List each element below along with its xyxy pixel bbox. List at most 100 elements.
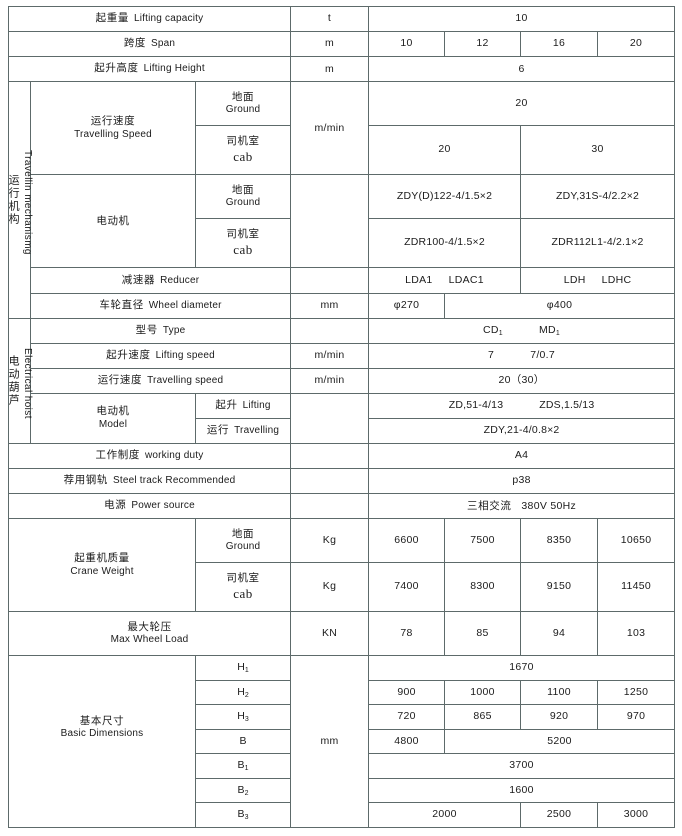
value-max-wheel-load-1: 78 <box>368 611 446 657</box>
table-row-hoist-lifting-speed: 起升速度 Lifting speed m/min 7 7/0.7 <box>9 342 676 369</box>
table-row-lifting-height: 起升高度 Lifting Height m 6 <box>7 56 676 83</box>
table-row-lifting-capacity: 起重量 Lifting capacity t 10 <box>7 5 676 33</box>
value-dimension-h2-4: 1250 <box>597 679 676 706</box>
value-dimension-h3-1: 720 <box>368 704 446 730</box>
value-crane-weight-cab-2: 8300 <box>444 562 522 613</box>
dimension-label-h3: H3 <box>194 704 292 730</box>
value-max-wheel-load-2: 85 <box>444 611 522 657</box>
table-row-crane-weight-cab: 司机室 cab Kg 7400 8300 9150 11450 <box>9 562 676 613</box>
value-motor-ground-2: ZDY,31S-4/2.2×2 <box>520 174 676 220</box>
value-dimension-h2-1: 900 <box>368 679 446 706</box>
value-hoist-motor-travelling: ZDY,21-4/0.8×2 <box>368 417 676 445</box>
value-dimension-b3-1: 2000 <box>368 802 522 828</box>
value-max-wheel-load-4: 103 <box>597 611 676 657</box>
value-hoist-motor-lifting: ZD,51-4/13 ZDS,1.5/13 <box>368 392 676 419</box>
value-reducer-group-1: LDA1 LDAC1 <box>368 267 522 294</box>
table-row-travelling-speed-cab: 司机室 cab 20 30 <box>9 124 676 176</box>
value-motor-ground-1: ZDY(D)122-4/1.5×2 <box>368 174 522 220</box>
table-row-motor-cab: 司机室 cab ZDR100-4/1.5×2 ZDR112L1-4/2.1×2 <box>9 218 676 269</box>
crane-specification-table: 起重量 Lifting capacity t 10 跨度 Span m 10 12 … <box>7 5 676 828</box>
value-dimension-h3-3: 920 <box>520 704 599 730</box>
sublabel-motor-ground: 地面 Ground <box>194 174 292 220</box>
sublabel-hoist-motor-lifting: 起升 Lifting <box>194 392 292 419</box>
sublabel-crane-weight-ground: 地面 Ground <box>194 518 292 564</box>
dimension-label-h1: H1 <box>194 655 292 681</box>
table-row-hoist-type: 电动葫芦 Electrical hoist 型号 Type CD1 MD1 <box>7 317 676 445</box>
value-dimension-b3-3: 3000 <box>597 802 676 828</box>
unit-max-wheel-load: KN <box>290 611 370 657</box>
unit-hoist-motor <box>290 392 370 445</box>
value-dimension-b-1: 4800 <box>368 728 446 755</box>
table-row-reducer: 减速器 Reducer LDA1 LDAC1 LDH LDHC <box>9 267 676 294</box>
row-label-travelling-speed: 运行速度 Travelling Speed <box>30 81 196 176</box>
table-row-dimension-b1: B1 3700 <box>9 753 676 779</box>
row-label-motor: 电动机 <box>30 174 196 269</box>
value-span-1: 10 <box>368 31 446 58</box>
value-motor-cab-2: ZDR112L1-4/2.1×2 <box>520 218 676 269</box>
unit-power-source <box>290 493 370 520</box>
value-dimension-h1: 1670 <box>368 655 676 681</box>
dimension-label-b2: B2 <box>194 777 292 804</box>
value-travelling-speed-ground: 20 <box>368 81 676 126</box>
dimension-label-h2: H2 <box>194 679 292 706</box>
value-crane-weight-ground-2: 7500 <box>444 518 522 564</box>
row-label-steel-track: 荐用钢轨 Steel track Recommended <box>7 468 292 495</box>
value-crane-weight-ground-1: 6600 <box>368 518 446 564</box>
value-dimension-h2-2: 1000 <box>444 679 522 706</box>
unit-hoist-lifting-speed: m/min <box>290 342 370 369</box>
unit-motor <box>290 174 370 269</box>
value-dimension-b1: 3700 <box>368 753 676 779</box>
row-label-crane-weight: 起重机质量 Crane Weight <box>8 518 196 613</box>
sublabel-hoist-motor-travelling: 运行 Travelling <box>194 417 292 445</box>
value-lifting-height: 6 <box>368 56 676 83</box>
value-span-3: 16 <box>520 31 599 58</box>
value-dimension-h3-2: 865 <box>444 704 522 730</box>
row-label-reducer: 减速器 Reducer <box>29 267 292 294</box>
unit-wheel-diameter: mm <box>290 292 370 319</box>
row-label-basic-dimensions: 基本尺寸 Basic Dimensions <box>8 655 196 828</box>
value-dimension-b-2: 5200 <box>444 728 676 755</box>
dimension-label-b3: B3 <box>194 802 292 828</box>
row-label-hoist-travelling-speed: 运行速度 Travelling speed <box>29 367 292 394</box>
table-row-hoist-motor-lifting: 电动机 Model 起升 Lifting ZD,51-4/13 ZDS,1.5/13 <box>9 392 676 445</box>
value-hoist-type: CD1 MD1 <box>368 317 676 344</box>
unit-crane-weight-ground: Kg <box>290 518 370 564</box>
row-label-working-duty: 工作制度 working duty <box>7 443 292 470</box>
sublabel-travelling-speed-cab: 司机室 cab <box>194 124 292 176</box>
value-reducer-group-2: LDH LDHC <box>520 267 676 294</box>
table-row-motor-ground: 电动机 地面 Ground ZDY(D)122-4/1.5×2 ZDY,31S-… <box>9 174 676 269</box>
dimension-label-b: B <box>194 728 292 755</box>
sublabel-travelling-speed-ground: 地面 Ground <box>194 81 292 126</box>
table-row-dimension-h3: H3 720 865 920 970 <box>9 704 676 730</box>
value-crane-weight-ground-4: 10650 <box>597 518 676 564</box>
group-label-travelling-mechanism: 运行机构 Travellin mechanismg <box>7 81 33 319</box>
table-row-span: 跨度 Span m 10 12 16 20 <box>7 31 676 58</box>
row-label-lifting-height: 起升高度 Lifting Height <box>7 56 292 83</box>
value-dimension-h3-4: 970 <box>597 704 676 730</box>
unit-hoist-type <box>290 317 370 344</box>
row-label-span: 跨度 Span <box>7 31 292 58</box>
table-row-hoist-travelling-speed: 运行速度 Travelling speed m/min 20（30） <box>9 367 676 394</box>
value-travelling-speed-cab-2: 30 <box>520 124 676 176</box>
value-power-source: 三相交流 380V 50Hz <box>368 493 676 520</box>
value-span-4: 20 <box>597 31 676 58</box>
value-crane-weight-cab-3: 9150 <box>520 562 599 613</box>
value-crane-weight-cab-4: 11450 <box>597 562 676 613</box>
value-motor-cab-1: ZDR100-4/1.5×2 <box>368 218 522 269</box>
row-label-hoist-lifting-speed: 起升速度 Lifting speed <box>29 342 292 369</box>
value-wheel-diameter-1: φ270 <box>368 292 446 319</box>
unit-hoist-travelling-speed: m/min <box>290 367 370 394</box>
value-dimension-b2: 1600 <box>368 777 676 804</box>
unit-lifting-capacity: t <box>290 5 370 33</box>
row-label-power-source: 电源 Power source <box>7 493 292 520</box>
value-dimension-b3-2: 2500 <box>520 802 599 828</box>
row-label-wheel-diameter: 车轮直径 Wheel diameter <box>29 292 292 319</box>
unit-reducer <box>290 267 370 294</box>
table-row-power-source: 电源 Power source 三相交流 380V 50Hz <box>7 493 676 520</box>
unit-basic-dimensions: mm <box>290 655 370 828</box>
row-label-lifting-capacity: 起重量 Lifting capacity <box>7 5 292 33</box>
unit-span: m <box>290 31 370 58</box>
row-label-max-wheel-load: 最大轮压 Max Wheel Load <box>7 611 292 657</box>
row-label-hoist-type: 型号 Type <box>29 317 292 344</box>
